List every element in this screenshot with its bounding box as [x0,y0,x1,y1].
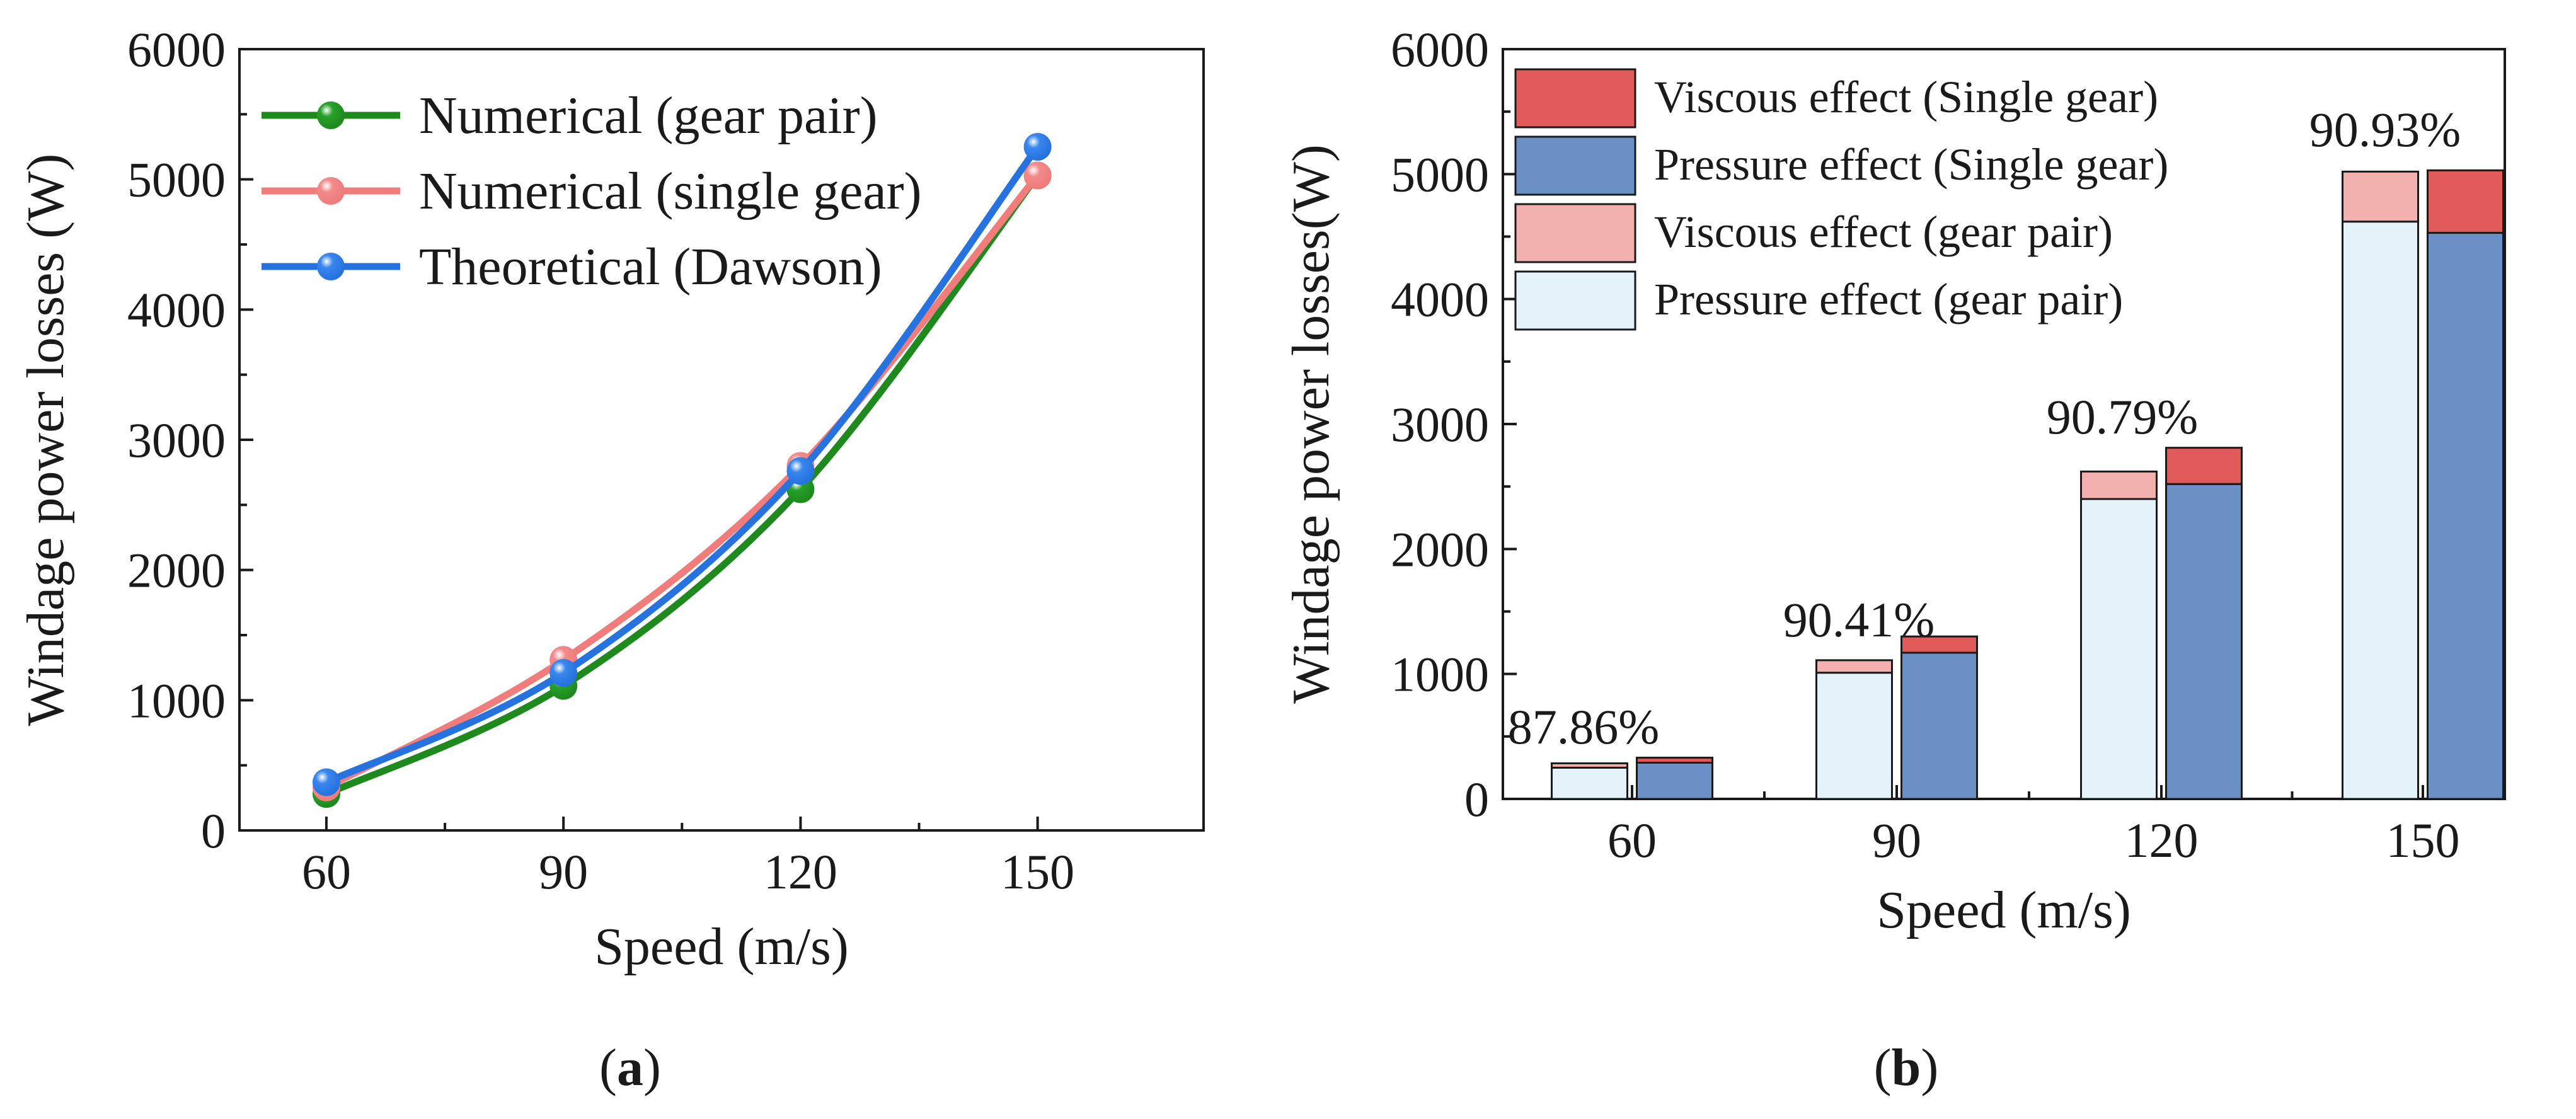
data-point-2 [549,658,578,687]
percent-label-150: 90.93% [2309,102,2461,157]
bar-viscous-effect-gear-pair--90 [1815,659,1893,674]
y-tick-label-b: 5000 [1391,147,1489,202]
legend-marker-a-0 [317,101,345,129]
bar-viscous-effect-single-gear--90 [1900,635,1978,654]
x-tick-label-b: 90 [1872,813,1921,868]
y-axis-label-b: Windage power losses(W) [1282,144,1340,704]
y-axis-b: 0 1000 2000 3000 4000 5000 6000 [1391,22,1517,827]
legend-b: Viscous effect (Single gear) Pressure eff… [1514,68,2168,331]
data-point-2 [1023,133,1052,161]
y-tick-label-b: 4000 [1391,272,1489,327]
bar-viscous-effect-gear-pair--120 [2080,470,2158,500]
y-tick-label-b: 2000 [1391,522,1489,577]
legend-swatch-b-2 [1514,203,1636,263]
percent-label-120: 90.79% [2047,389,2198,444]
x-tick-label-a: 120 [764,844,837,899]
percent-label-90: 90.41% [1783,592,1935,647]
legend-label-a-2: Theoretical (Dawson) [419,238,882,296]
x-axis-label-b: Speed (m/s) [1877,881,2131,939]
panel-letter-b: b [1892,1038,1921,1097]
legend-a: Numerical (gear pair) Numerical (single g… [262,86,922,296]
y-axis-label-a: Windage power losses (W) [16,154,75,726]
x-axis-label-a: Speed (m/s) [594,917,849,976]
bar-viscous-effect-gear-pair--150 [2342,170,2419,223]
x-tick-label-a: 90 [539,844,588,899]
y-tick-label-b: 0 [1464,772,1489,827]
y-tick-label-a: 1000 [127,673,226,728]
bar-viscous-effect-single-gear--150 [2427,169,2504,234]
legend-label-a-0: Numerical (gear pair) [419,86,878,145]
series-line-0 [325,173,1041,798]
bar-pressure-effect-gear-pair--150 [2342,221,2419,800]
legend-swatch-b-0 [1514,68,1636,129]
bar-pressure-effect-gear-pair--60 [1551,766,1628,800]
legend-marker-a-1 [317,177,345,205]
bar-viscous-effect-single-gear--60 [1636,757,1713,764]
stacked-bars-b [1551,169,2504,800]
bar-pressure-effect-single-gear--90 [1900,651,1978,800]
legend-swatch-b-1 [1514,135,1636,196]
legend-label-b-0: Viscous effect (Single gear) [1654,72,2158,122]
y-tick-label-a: 3000 [127,413,226,468]
legend-label-b-1: Pressure effect (Single gear) [1654,139,2168,190]
x-tick-label-b: 150 [2386,813,2460,868]
y-tick-label-a: 0 [201,803,226,858]
y-tick-label-a: 6000 [127,22,226,77]
bar-pressure-effect-gear-pair--90 [1815,672,1893,800]
bar-viscous-effect-gear-pair--60 [1551,762,1628,769]
data-point-1 [1023,161,1052,190]
bar-pressure-effect-gear-pair--120 [2080,498,2158,800]
legend-label-b-2: Viscous effect (gear pair) [1654,207,2113,257]
x-tick-label-a: 150 [1001,844,1074,899]
series-line-1 [325,173,1040,791]
panel-letter-a: a [617,1038,643,1097]
legend-label-a-1: Numerical (single gear) [419,162,922,221]
series-lines-a [312,133,1052,808]
x-tick-label-b: 120 [2125,813,2199,868]
data-point-2 [312,768,340,796]
line-chart-panel-a: 0 1000 2000 3000 4000 5000 6000 60 90 120 150 Num… [16,22,1205,1097]
legend-marker-a-2 [317,253,345,280]
y-tick-label-b: 6000 [1391,22,1489,77]
x-axis-b: 60 90 120 150 [1607,785,2460,868]
bar-viscous-effect-single-gear--120 [2165,447,2243,485]
y-tick-label-b: 3000 [1391,397,1489,452]
y-tick-label-a: 5000 [127,152,226,207]
x-tick-label-a: 60 [302,844,351,899]
legend-label-b-3: Pressure effect (gear pair) [1654,274,2123,324]
percent-label-60: 87.86% [1508,699,1659,754]
panel-label-a: (a) [599,1038,661,1097]
y-axis-a: 0 1000 2000 3000 4000 5000 6000 [127,22,253,858]
y-tick-label-a: 4000 [127,282,226,337]
panel-label-b: (b) [1874,1038,1939,1097]
series-line-2 [325,144,1041,786]
y-tick-label-b: 1000 [1391,647,1489,702]
y-tick-label-a: 2000 [127,543,226,598]
data-point-2 [786,457,815,485]
bar-chart-panel-b: 0 1000 2000 3000 4000 5000 6000 60 90 120 150 87.… [1282,22,2506,1097]
legend-swatch-b-3 [1514,270,1636,331]
x-axis-a: 60 90 120 150 [302,817,1074,899]
bar-pressure-effect-single-gear--60 [1636,761,1713,800]
bar-pressure-effect-single-gear--150 [2427,232,2504,800]
percent-annotations-b: 87.86% 90.41% 90.79% 90.93% [1508,102,2461,754]
bar-pressure-effect-single-gear--120 [2165,483,2243,800]
x-tick-label-b: 60 [1607,813,1657,868]
